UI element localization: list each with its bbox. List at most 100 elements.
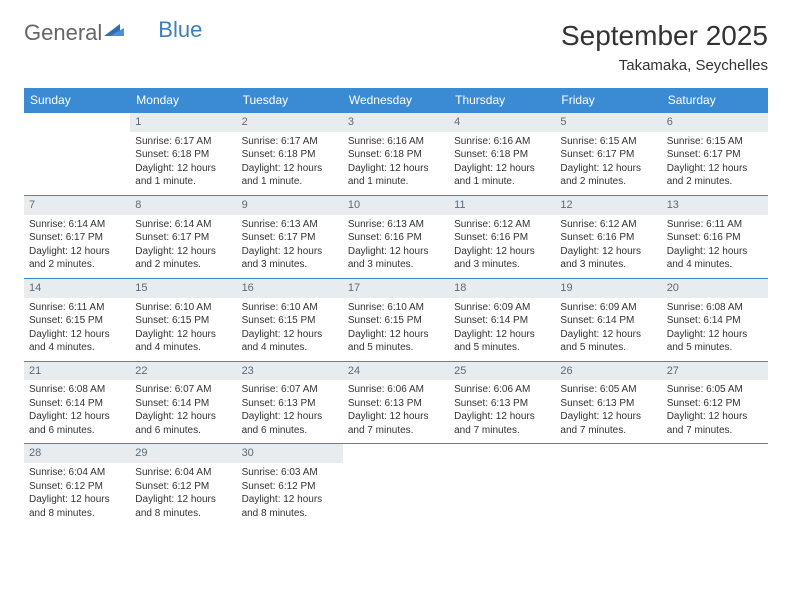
logo-triangle-icon: [104, 18, 124, 44]
calendar-day-cell: 22Sunrise: 6:07 AMSunset: 6:14 PMDayligh…: [130, 361, 236, 444]
daylight-line1: Daylight: 12 hours: [242, 328, 338, 342]
sunset-text: Sunset: 6:12 PM: [667, 397, 763, 411]
sunset-text: Sunset: 6:12 PM: [135, 480, 231, 494]
calendar-table: Sunday Monday Tuesday Wednesday Thursday…: [24, 88, 768, 526]
day-details: Sunrise: 6:12 AMSunset: 6:16 PMDaylight:…: [449, 215, 555, 278]
daylight-line1: Daylight: 12 hours: [135, 162, 231, 176]
calendar-week-row: 7Sunrise: 6:14 AMSunset: 6:17 PMDaylight…: [24, 195, 768, 278]
sunset-text: Sunset: 6:13 PM: [560, 397, 656, 411]
sunset-text: Sunset: 6:14 PM: [29, 397, 125, 411]
day-number: 25: [449, 362, 555, 381]
daylight-line1: Daylight: 12 hours: [348, 162, 444, 176]
calendar-day-cell: 20Sunrise: 6:08 AMSunset: 6:14 PMDayligh…: [662, 278, 768, 361]
sunrise-text: Sunrise: 6:04 AM: [135, 466, 231, 480]
sunset-text: Sunset: 6:18 PM: [454, 148, 550, 162]
day-details: Sunrise: 6:11 AMSunset: 6:15 PMDaylight:…: [24, 298, 130, 361]
calendar-day-cell: 28Sunrise: 6:04 AMSunset: 6:12 PMDayligh…: [24, 444, 130, 526]
day-details: Sunrise: 6:08 AMSunset: 6:14 PMDaylight:…: [24, 380, 130, 443]
daylight-line2: and 4 minutes.: [135, 341, 231, 355]
sunrise-text: Sunrise: 6:09 AM: [560, 301, 656, 315]
day-number: 16: [237, 279, 343, 298]
sunrise-text: Sunrise: 6:17 AM: [242, 135, 338, 149]
day-number: 19: [555, 279, 661, 298]
calendar-week-row: 1Sunrise: 6:17 AMSunset: 6:18 PMDaylight…: [24, 113, 768, 196]
sunset-text: Sunset: 6:17 PM: [560, 148, 656, 162]
day-details: Sunrise: 6:14 AMSunset: 6:17 PMDaylight:…: [24, 215, 130, 278]
sunrise-text: Sunrise: 6:10 AM: [242, 301, 338, 315]
daylight-line1: Daylight: 12 hours: [29, 493, 125, 507]
daylight-line2: and 8 minutes.: [135, 507, 231, 521]
sunrise-text: Sunrise: 6:15 AM: [560, 135, 656, 149]
day-number: 9: [237, 196, 343, 215]
sunrise-text: Sunrise: 6:10 AM: [348, 301, 444, 315]
day-number: 29: [130, 444, 236, 463]
sunset-text: Sunset: 6:15 PM: [348, 314, 444, 328]
day-details: Sunrise: 6:05 AMSunset: 6:12 PMDaylight:…: [662, 380, 768, 443]
weekday-header: Wednesday: [343, 88, 449, 113]
sunset-text: Sunset: 6:17 PM: [29, 231, 125, 245]
day-number: 15: [130, 279, 236, 298]
sunset-text: Sunset: 6:13 PM: [348, 397, 444, 411]
sunrise-text: Sunrise: 6:11 AM: [29, 301, 125, 315]
logo: General Blue: [24, 20, 202, 46]
daylight-line2: and 2 minutes.: [667, 175, 763, 189]
calendar-day-cell: [343, 444, 449, 526]
daylight-line2: and 7 minutes.: [667, 424, 763, 438]
day-number: 24: [343, 362, 449, 381]
sunset-text: Sunset: 6:17 PM: [135, 231, 231, 245]
sunrise-text: Sunrise: 6:15 AM: [667, 135, 763, 149]
sunrise-text: Sunrise: 6:13 AM: [348, 218, 444, 232]
calendar-day-cell: 8Sunrise: 6:14 AMSunset: 6:17 PMDaylight…: [130, 195, 236, 278]
day-number: 20: [662, 279, 768, 298]
sunrise-text: Sunrise: 6:08 AM: [667, 301, 763, 315]
sunrise-text: Sunrise: 6:16 AM: [348, 135, 444, 149]
calendar-day-cell: 29Sunrise: 6:04 AMSunset: 6:12 PMDayligh…: [130, 444, 236, 526]
daylight-line2: and 5 minutes.: [348, 341, 444, 355]
day-details: Sunrise: 6:16 AMSunset: 6:18 PMDaylight:…: [343, 132, 449, 195]
calendar-day-cell: 13Sunrise: 6:11 AMSunset: 6:16 PMDayligh…: [662, 195, 768, 278]
sunset-text: Sunset: 6:17 PM: [667, 148, 763, 162]
sunrise-text: Sunrise: 6:10 AM: [135, 301, 231, 315]
day-details: Sunrise: 6:11 AMSunset: 6:16 PMDaylight:…: [662, 215, 768, 278]
sunrise-text: Sunrise: 6:12 AM: [560, 218, 656, 232]
daylight-line1: Daylight: 12 hours: [242, 162, 338, 176]
sunset-text: Sunset: 6:14 PM: [667, 314, 763, 328]
day-number: 4: [449, 113, 555, 132]
calendar-day-cell: 17Sunrise: 6:10 AMSunset: 6:15 PMDayligh…: [343, 278, 449, 361]
daylight-line2: and 8 minutes.: [242, 507, 338, 521]
sunrise-text: Sunrise: 6:08 AM: [29, 383, 125, 397]
day-number: 12: [555, 196, 661, 215]
day-number: 10: [343, 196, 449, 215]
sunrise-text: Sunrise: 6:04 AM: [29, 466, 125, 480]
day-details: Sunrise: 6:10 AMSunset: 6:15 PMDaylight:…: [130, 298, 236, 361]
sunset-text: Sunset: 6:14 PM: [454, 314, 550, 328]
calendar-day-cell: 24Sunrise: 6:06 AMSunset: 6:13 PMDayligh…: [343, 361, 449, 444]
daylight-line1: Daylight: 12 hours: [454, 162, 550, 176]
sunset-text: Sunset: 6:12 PM: [242, 480, 338, 494]
sunrise-text: Sunrise: 6:07 AM: [242, 383, 338, 397]
daylight-line1: Daylight: 12 hours: [29, 328, 125, 342]
daylight-line2: and 7 minutes.: [348, 424, 444, 438]
calendar-day-cell: [24, 113, 130, 196]
daylight-line1: Daylight: 12 hours: [348, 410, 444, 424]
weekday-header: Monday: [130, 88, 236, 113]
day-number: 18: [449, 279, 555, 298]
day-details: Sunrise: 6:12 AMSunset: 6:16 PMDaylight:…: [555, 215, 661, 278]
day-number: 3: [343, 113, 449, 132]
day-number: 26: [555, 362, 661, 381]
logo-text-general: General: [24, 20, 102, 46]
weekday-row: Sunday Monday Tuesday Wednesday Thursday…: [24, 88, 768, 113]
daylight-line1: Daylight: 12 hours: [242, 410, 338, 424]
daylight-line1: Daylight: 12 hours: [348, 245, 444, 259]
daylight-line2: and 3 minutes.: [454, 258, 550, 272]
calendar-day-cell: 14Sunrise: 6:11 AMSunset: 6:15 PMDayligh…: [24, 278, 130, 361]
sunset-text: Sunset: 6:16 PM: [560, 231, 656, 245]
daylight-line1: Daylight: 12 hours: [135, 245, 231, 259]
sunset-text: Sunset: 6:16 PM: [348, 231, 444, 245]
sunrise-text: Sunrise: 6:06 AM: [454, 383, 550, 397]
weekday-header: Saturday: [662, 88, 768, 113]
calendar-day-cell: 23Sunrise: 6:07 AMSunset: 6:13 PMDayligh…: [237, 361, 343, 444]
calendar-day-cell: 1Sunrise: 6:17 AMSunset: 6:18 PMDaylight…: [130, 113, 236, 196]
sunset-text: Sunset: 6:13 PM: [454, 397, 550, 411]
sunset-text: Sunset: 6:14 PM: [135, 397, 231, 411]
